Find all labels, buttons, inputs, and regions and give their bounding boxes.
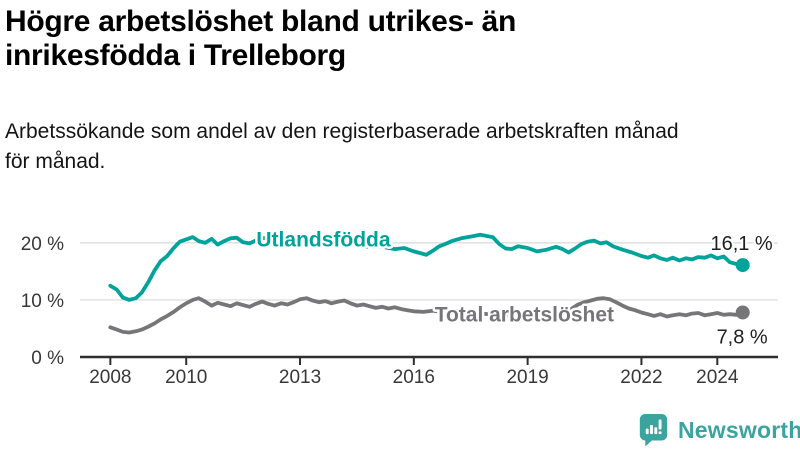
- x-axis-tick-label: 2008: [89, 367, 131, 388]
- series-lines: [108, 232, 750, 335]
- chart-title-line-1: Högre arbetslöshet bland utrikes- än: [5, 5, 516, 38]
- chart-subtitle: Arbetssökande som andel av den registerb…: [5, 117, 679, 177]
- x-axis-tick-label: 2010: [165, 367, 207, 388]
- series-end-value-label: 7,8 %: [717, 326, 768, 348]
- series-end-dot: [735, 258, 750, 273]
- y-axis-tick-label: 0 %: [31, 348, 64, 369]
- x-axis-tick-label: 2016: [393, 367, 435, 388]
- series-end-dot: [735, 305, 750, 320]
- y-axis-tick-label: 20 %: [21, 234, 64, 255]
- y-axis-tick-label: 10 %: [21, 291, 64, 312]
- series-line-utlandsfodda: [108, 232, 745, 302]
- chart-subtitle-line-1: Arbetssökande som andel av den registerb…: [5, 120, 679, 143]
- x-axis-tick-label: 2013: [279, 367, 321, 388]
- x-axis-tick-label: 2019: [506, 367, 548, 388]
- series-labels: Utlandsfödda 16,1 % Total arbetslöshet 7,8 …: [254, 226, 775, 351]
- series-label-utlandsfodda: Utlandsfödda: [256, 228, 390, 251]
- chart-title: Högre arbetslöshet bland utrikes- än inr…: [5, 5, 516, 73]
- x-axis-tick-label: 2022: [620, 367, 662, 388]
- chart-title-line-2: inrikesfödda i Trelleborg: [5, 39, 346, 72]
- series-label-total: Total arbetslöshet: [435, 304, 614, 327]
- gridlines: 0 % 10 % 20 %: [21, 234, 778, 369]
- x-axis-ticks: 2008 2010 2013 2016 2019 2022 2024: [89, 358, 739, 388]
- brand-footer: Newsworthy: [638, 413, 800, 447]
- series-line-total: [108, 296, 745, 335]
- x-axis-tick-label: 2024: [696, 367, 739, 388]
- newsworthy-logo-icon: [639, 414, 668, 447]
- series-end-value-label: 16,1 %: [710, 233, 772, 255]
- brand-name: Newsworthy: [678, 416, 800, 443]
- chart-subtitle-line-2: för månad.: [5, 150, 106, 173]
